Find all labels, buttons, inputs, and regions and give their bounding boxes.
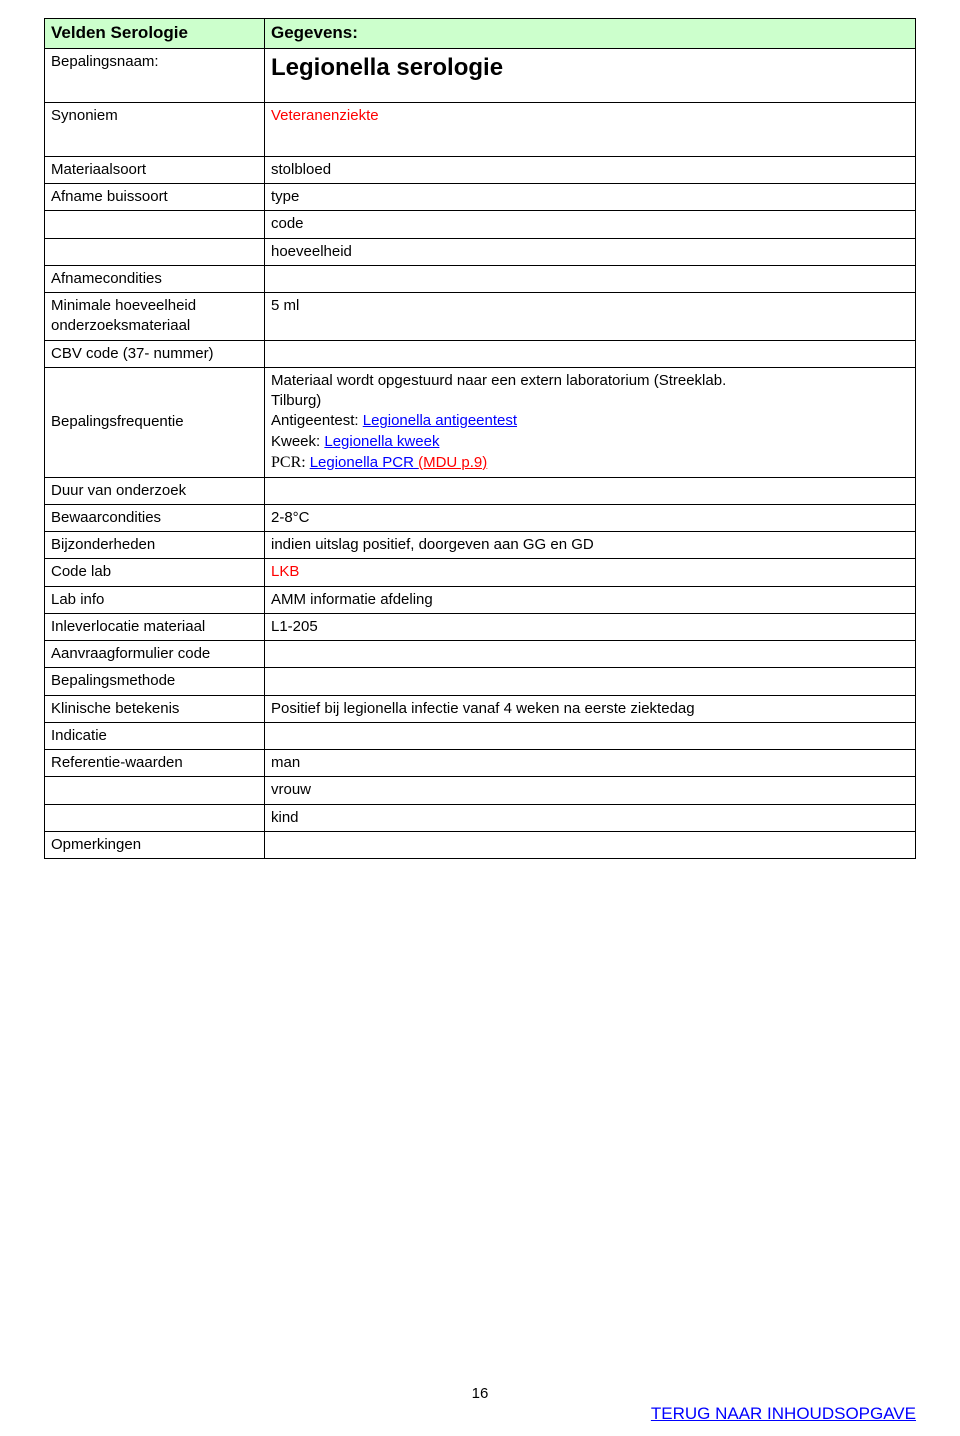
codelab-value: LKB: [265, 559, 916, 586]
bepalingsnaam-value: Legionella serologie: [265, 48, 916, 102]
row-materiaalsoort: Materiaalsoort stolbloed: [45, 156, 916, 183]
synoniem-text: Veteranenziekte: [271, 107, 379, 124]
row-ref-kind: kind: [45, 804, 916, 831]
ref-label: Referentie-waarden: [45, 750, 265, 777]
data-table: Velden Serologie Gegevens: Bepalingsnaam…: [44, 18, 916, 859]
min-hoeveelheid-label: Minimale hoeveelheid onderzoeksmateriaal: [45, 293, 265, 341]
row-opmerkingen: Opmerkingen: [45, 831, 916, 858]
bf-text-2: Tilburg): [271, 392, 321, 409]
hoeveelheid-value: hoeveelheid: [265, 238, 916, 265]
bijz-label: Bijzonderheden: [45, 532, 265, 559]
afnamecondities-label: Afnamecondities: [45, 265, 265, 292]
empty-cell: [45, 238, 265, 265]
codelab-text: LKB: [271, 563, 299, 580]
labinfo-value: AMM informatie afdeling: [265, 586, 916, 613]
bf-text-5-red: (MDU p.9): [418, 454, 487, 471]
bepalingsfrequentie-label: Bepalingsfrequentie: [45, 367, 265, 477]
pcr-link[interactable]: Legionella PCR: [310, 454, 418, 471]
row-aanvraag: Aanvraagformulier code: [45, 641, 916, 668]
ref-vrouw: vrouw: [265, 777, 916, 804]
opm-label: Opmerkingen: [45, 831, 265, 858]
page-number: 16: [0, 1385, 960, 1402]
klin-label: Klinische betekenis: [45, 695, 265, 722]
row-duur: Duur van onderzoek: [45, 477, 916, 504]
materiaalsoort-label: Materiaalsoort: [45, 156, 265, 183]
row-synoniem: Synoniem Veteranenziekte: [45, 102, 916, 156]
row-bepalingsnaam: Bepalingsnaam: Legionella serologie: [45, 48, 916, 102]
row-referentie: Referentie-waarden man: [45, 750, 916, 777]
antigeentest-link[interactable]: Legionella antigeentest: [363, 412, 517, 429]
code-value: code: [265, 211, 916, 238]
labinfo-label: Lab info: [45, 586, 265, 613]
bf-text-3-pre: Antigeentest:: [271, 412, 363, 429]
back-link-container: TERUG NAAR INHOUDSOPGAVE: [651, 1404, 916, 1424]
row-min-hoeveelheid: Minimale hoeveelheid onderzoeksmateriaal…: [45, 293, 916, 341]
row-hoeveelheid: hoeveelheid: [45, 238, 916, 265]
materiaalsoort-value: stolbloed: [265, 156, 916, 183]
min-hoeveelheid-value: 5 ml: [265, 293, 916, 341]
row-afname-buissoort: Afname buissoort type: [45, 184, 916, 211]
empty-cell: [45, 777, 265, 804]
row-klinische: Klinische betekenis Positief bij legione…: [45, 695, 916, 722]
afname-buissoort-label: Afname buissoort: [45, 184, 265, 211]
empty-cell: [265, 668, 916, 695]
cbv-label: CBV code (37- nummer): [45, 340, 265, 367]
inlever-value: L1-205: [265, 613, 916, 640]
duur-label: Duur van onderzoek: [45, 477, 265, 504]
inlever-label: Inleverlocatie materiaal: [45, 613, 265, 640]
bf-text-4-pre: Kweek:: [271, 433, 324, 450]
row-code: code: [45, 211, 916, 238]
empty-cell: [265, 340, 916, 367]
row-cbv: CBV code (37- nummer): [45, 340, 916, 367]
empty-cell: [265, 831, 916, 858]
bewaar-value: 2-8°C: [265, 504, 916, 531]
bijz-value: indien uitslag positief, doorgeven aan G…: [265, 532, 916, 559]
back-to-toc-link[interactable]: TERUG NAAR INHOUDSOPGAVE: [651, 1404, 916, 1423]
empty-cell: [265, 641, 916, 668]
synoniem-label: Synoniem: [45, 102, 265, 156]
header-right: Gegevens:: [265, 19, 916, 49]
header-left: Velden Serologie: [45, 19, 265, 49]
row-bepalingsfrequentie: Bepalingsfrequentie Materiaal wordt opge…: [45, 367, 916, 477]
klin-value: Positief bij legionella infectie vanaf 4…: [265, 695, 916, 722]
bf-text-1: Materiaal wordt opgestuurd naar een exte…: [271, 372, 726, 389]
bepmeth-label: Bepalingsmethode: [45, 668, 265, 695]
empty-cell: [45, 804, 265, 831]
ref-kind: kind: [265, 804, 916, 831]
row-bewaar: Bewaarcondities 2-8°C: [45, 504, 916, 531]
ref-man: man: [265, 750, 916, 777]
row-indicatie: Indicatie: [45, 722, 916, 749]
kweek-link[interactable]: Legionella kweek: [324, 433, 439, 450]
min-hoev-line1: Minimale hoeveelheid: [51, 297, 196, 314]
indicatie-label: Indicatie: [45, 722, 265, 749]
row-bijzonderheden: Bijzonderheden indien uitslag positief, …: [45, 532, 916, 559]
afname-buissoort-value: type: [265, 184, 916, 211]
empty-cell: [265, 265, 916, 292]
row-afnamecondities: Afnamecondities: [45, 265, 916, 292]
bewaar-label: Bewaarcondities: [45, 504, 265, 531]
synoniem-value: Veteranenziekte: [265, 102, 916, 156]
bf-text-5-pre: PCR:: [271, 454, 310, 471]
aanvraag-label: Aanvraagformulier code: [45, 641, 265, 668]
row-inleverlocatie: Inleverlocatie materiaal L1-205: [45, 613, 916, 640]
header-row: Velden Serologie Gegevens:: [45, 19, 916, 49]
min-hoev-line2: onderzoeksmateriaal: [51, 317, 190, 334]
row-ref-vrouw: vrouw: [45, 777, 916, 804]
codelab-label: Code lab: [45, 559, 265, 586]
empty-cell: [265, 477, 916, 504]
empty-cell: [265, 722, 916, 749]
row-bepalingsmethode: Bepalingsmethode: [45, 668, 916, 695]
row-labinfo: Lab info AMM informatie afdeling: [45, 586, 916, 613]
empty-cell: [45, 211, 265, 238]
bepalingsnaam-label: Bepalingsnaam:: [45, 48, 265, 102]
bepalingsfrequentie-value: Materiaal wordt opgestuurd naar een exte…: [265, 367, 916, 477]
row-codelab: Code lab LKB: [45, 559, 916, 586]
